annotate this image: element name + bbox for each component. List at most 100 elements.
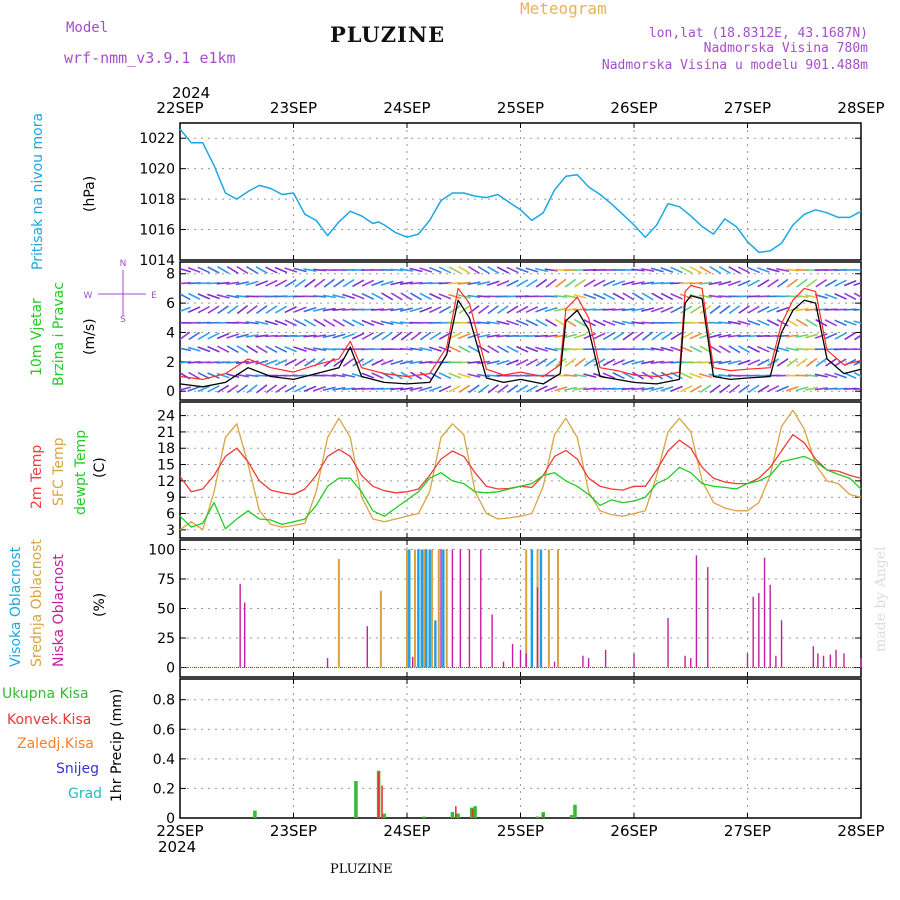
x-tick-label-top: 26SEP: [610, 99, 657, 117]
wind-vector: [303, 334, 317, 338]
temp-ytick-label: 24: [157, 409, 175, 425]
wind-vectors: [180, 265, 861, 394]
wind-vector: [419, 331, 432, 341]
wind-vector: [400, 292, 413, 301]
wind-vector: [342, 279, 355, 288]
wind-vector: [757, 358, 770, 367]
wind-vector: [371, 320, 384, 326]
wind-vector: [631, 281, 645, 286]
wind-vector: [226, 294, 240, 299]
wind-vector: [381, 292, 394, 301]
wind-vector: [341, 387, 356, 391]
wind-vector: [477, 333, 491, 339]
low-cloud-bar: [411, 656, 414, 668]
wind-vector: [255, 359, 269, 365]
wind-vector: [361, 372, 375, 379]
mid-cloud-bar: [406, 549, 408, 668]
wind-vector: [197, 385, 211, 393]
total-precip-bar: [473, 806, 477, 818]
wind-vector: [438, 372, 452, 380]
wind-vector: [294, 385, 307, 393]
wind-vector: [342, 332, 355, 340]
wind-vector: [747, 345, 760, 353]
wind-vector: [497, 384, 509, 394]
mid-cloud-bar: [437, 549, 440, 668]
wind-vector: [853, 281, 861, 286]
wind-vector: [226, 281, 240, 285]
precip-ytick-label: 0.4: [153, 752, 175, 768]
wind-vector: [313, 307, 327, 312]
wind-vector: [805, 374, 819, 378]
wind-vector: [728, 384, 741, 394]
wind-vector: [689, 266, 702, 274]
wind-vector: [506, 279, 519, 287]
x-tick-label-top: 24SEP: [383, 99, 430, 117]
wind-vector: [708, 373, 722, 378]
wind-vector: [621, 359, 635, 366]
wind-vector: [380, 387, 394, 391]
wind-vector: [815, 357, 828, 367]
wind-vector: [322, 374, 336, 377]
wind-vector: [612, 280, 626, 287]
wind-vector: [187, 385, 201, 392]
wind-vector: [843, 319, 857, 326]
wind-vector: [544, 334, 558, 338]
wind-vector: [361, 279, 375, 287]
x-tick-label-bottom: 22SEP: [156, 822, 203, 840]
wind-vector: [371, 372, 384, 380]
wind-vector: [438, 385, 452, 393]
wind-vector: [708, 294, 722, 298]
wind-vector: [718, 373, 732, 378]
wind-vector: [737, 279, 751, 287]
wind-vector: [555, 278, 567, 288]
wind-vector: [525, 346, 539, 353]
wind-vector: [679, 372, 693, 379]
low-cloud-bar: [829, 654, 832, 668]
total-precip-bar: [253, 810, 257, 818]
wind-vector: [496, 334, 510, 338]
wind-vector: [622, 292, 635, 301]
wind-vector: [207, 305, 220, 314]
low-cloud-bar: [480, 549, 482, 668]
wind-vector: [246, 305, 258, 315]
wind-vector: [796, 357, 808, 367]
wind-vector: [583, 279, 596, 288]
lonlat-label: lon,lat (18.8312E, 43.1687N): [648, 26, 868, 41]
precip-legend-freezing: Zaledj.Kisa: [17, 736, 94, 752]
wind-vector: [236, 305, 249, 315]
wind-vector: [303, 346, 317, 352]
wind-vector: [448, 281, 462, 285]
total-precip-bar: [569, 815, 574, 818]
low-cloud-bar: [440, 549, 442, 668]
low-cloud-bar: [536, 587, 539, 668]
wind-vector: [477, 345, 490, 354]
wind-vector: [554, 294, 568, 298]
wind-vector: [786, 357, 799, 367]
wind-vector: [698, 281, 713, 285]
temp-ytick-label: 21: [157, 425, 175, 441]
wind-vector: [226, 333, 240, 339]
wind-vector: [670, 266, 683, 274]
wind-ytick-label: 0: [166, 384, 175, 400]
wind-vector: [371, 292, 384, 301]
low-cloud-bar: [835, 649, 837, 668]
wind-vector: [496, 320, 510, 326]
wind-vector: [217, 305, 229, 314]
wind-vector: [680, 266, 693, 274]
low-cloud-bar: [822, 655, 825, 668]
wind-vector: [284, 279, 297, 288]
wind-vector: [332, 294, 346, 299]
elevation-label: Nadmorska Visina 780m: [703, 41, 868, 56]
wind-vector: [419, 267, 433, 273]
wind-vector: [554, 347, 568, 351]
wind-vector: [399, 281, 413, 286]
wind-vector: [332, 318, 345, 327]
wind-vector: [245, 321, 259, 325]
low-cloud-bar: [459, 549, 462, 668]
wind-vector: [256, 384, 268, 394]
wind-vector: [621, 308, 635, 312]
wind-vector: [294, 319, 307, 327]
wind-vector: [641, 267, 655, 273]
wind-vector: [304, 278, 316, 288]
wind-vector: [332, 308, 346, 312]
